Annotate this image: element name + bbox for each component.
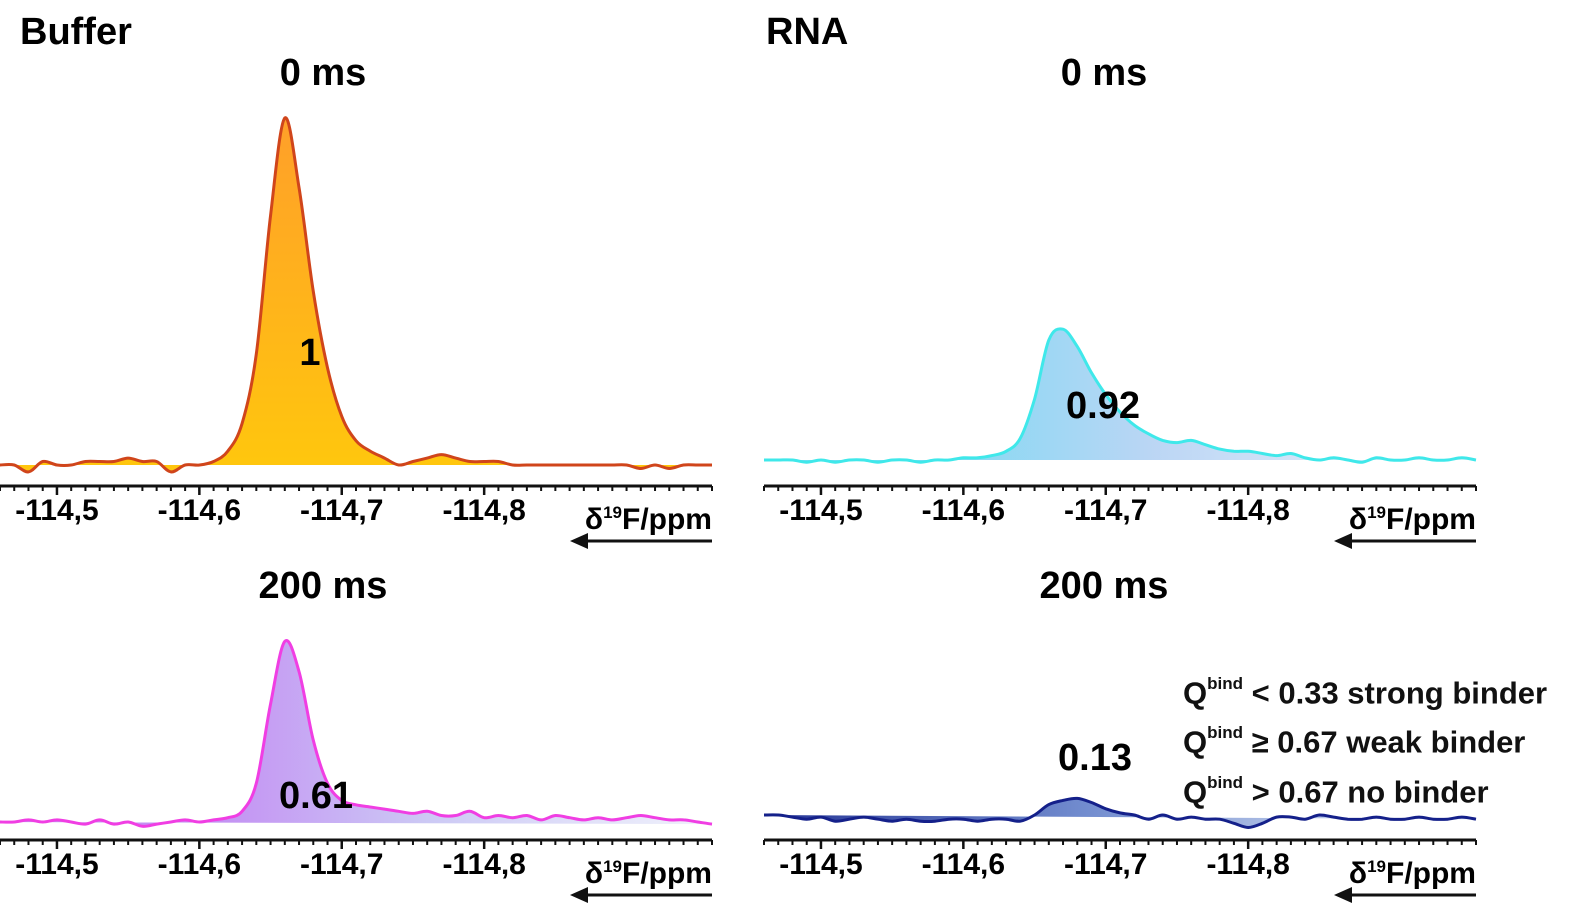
legend-row-weak: Qbind ≥ 0.67 weak binder bbox=[1183, 713, 1547, 762]
spectrum-line-rna-0ms bbox=[763, 327, 1477, 464]
legend-row-none: Qbind > 0.67 no binder bbox=[1183, 763, 1547, 812]
x-tick-label: -114,8 bbox=[1206, 848, 1289, 881]
x-tick-label: -114,6 bbox=[922, 494, 1005, 527]
direction-arrow-head bbox=[1334, 533, 1352, 549]
x-tick-label: -114,5 bbox=[779, 494, 862, 527]
x-axis-label: δ19F/ppm bbox=[1349, 857, 1476, 890]
x-tick-label: -114,8 bbox=[442, 494, 525, 527]
x-tick-label: -114,6 bbox=[158, 494, 241, 527]
legend-q: Q bbox=[1183, 724, 1208, 760]
x-tick-label: -114,8 bbox=[1206, 494, 1289, 527]
panel-title-rna-200ms: 200 ms bbox=[1040, 565, 1169, 607]
x-tick-label: -114,7 bbox=[300, 494, 383, 527]
x-tick-label: -114,7 bbox=[1064, 848, 1147, 881]
direction-arrow-head bbox=[570, 533, 588, 549]
binding-legend: Qbind < 0.33 strong binder Qbind ≥ 0.67 … bbox=[1183, 664, 1547, 812]
condition-label-buffer: Buffer bbox=[20, 11, 132, 53]
spectrum-line-buffer-200ms bbox=[0, 638, 713, 828]
legend-q: Q bbox=[1183, 675, 1208, 711]
x-tick-label: -114,7 bbox=[1064, 494, 1147, 527]
x-axis-label: δ19F/ppm bbox=[1349, 503, 1476, 536]
peak-value-label-buffer-200ms: 0.61 bbox=[279, 775, 353, 817]
x-tick-label: -114,8 bbox=[442, 848, 525, 881]
spectrum-panel-rna-200ms: 0.13 -114,5 -114,6 -114,7 -114,8 δ19F/ppm bbox=[763, 737, 1477, 903]
panel-title-rna-0ms: 0 ms bbox=[1061, 52, 1148, 94]
spectrum-fill-buffer-0ms bbox=[0, 117, 712, 472]
spectrum-panel-buffer-0ms: 1 -114,5 -114,6 -114,7 -114,8 δ19F/ppm bbox=[0, 116, 713, 549]
x-tick-label: -114,5 bbox=[15, 494, 98, 527]
peak-value-label-rna-200ms: 0.13 bbox=[1058, 737, 1132, 779]
spectrum-line-buffer-0ms bbox=[0, 116, 712, 474]
x-tick-label: -114,6 bbox=[922, 848, 1005, 881]
x-tick-label: -114,6 bbox=[158, 848, 241, 881]
spectrum-panel-buffer-200ms: 0.61 -114,5 -114,6 -114,7 -114,8 δ19F/ppm bbox=[0, 638, 713, 903]
legend-text: > 0.67 no binder bbox=[1243, 774, 1489, 810]
legend-sup: bind bbox=[1207, 674, 1244, 693]
x-axis-label: δ19F/ppm bbox=[585, 503, 712, 536]
peak-value-label-rna-0ms: 0.92 bbox=[1066, 385, 1140, 427]
legend-sup: bind bbox=[1207, 772, 1244, 792]
peak-value-label-buffer-0ms: 1 bbox=[299, 332, 320, 374]
direction-arrow-head bbox=[1334, 887, 1352, 903]
legend-text: ≥ 0.67 weak binder bbox=[1243, 724, 1526, 760]
legend-row-strong: Qbind < 0.33 strong binder bbox=[1183, 664, 1547, 713]
condition-label-rna: RNA bbox=[766, 11, 848, 53]
spectrum-fill-buffer-200ms bbox=[0, 640, 712, 827]
legend-q: Q bbox=[1183, 774, 1208, 810]
x-tick-label: -114,7 bbox=[300, 848, 383, 881]
spectrum-fill-rna-0ms bbox=[764, 328, 1476, 463]
legend-text: < 0.33 strong binder bbox=[1243, 675, 1548, 711]
direction-arrow-head bbox=[570, 887, 588, 903]
x-tick-label: -114,5 bbox=[15, 848, 98, 881]
spectrum-panel-rna-0ms: 0.92 -114,5 -114,6 -114,7 -114,8 δ19F/ppm bbox=[763, 327, 1477, 549]
panel-title-buffer-0ms: 0 ms bbox=[280, 52, 367, 94]
spectrum-line-rna-200ms bbox=[763, 796, 1477, 829]
x-tick-label: -114,5 bbox=[779, 848, 862, 881]
panel-title-buffer-200ms: 200 ms bbox=[259, 565, 388, 607]
x-axis-label: δ19F/ppm bbox=[585, 857, 712, 890]
legend-sup: bind bbox=[1207, 723, 1244, 743]
